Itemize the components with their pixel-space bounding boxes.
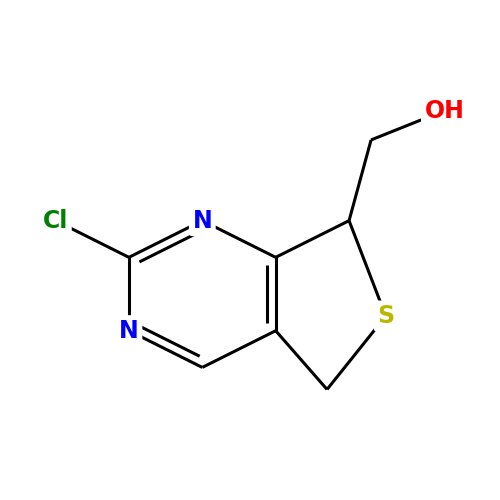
Text: OH: OH [424,98,465,122]
Text: N: N [192,208,212,233]
Text: S: S [377,304,394,328]
Text: N: N [119,318,139,342]
Text: Cl: Cl [43,208,68,233]
